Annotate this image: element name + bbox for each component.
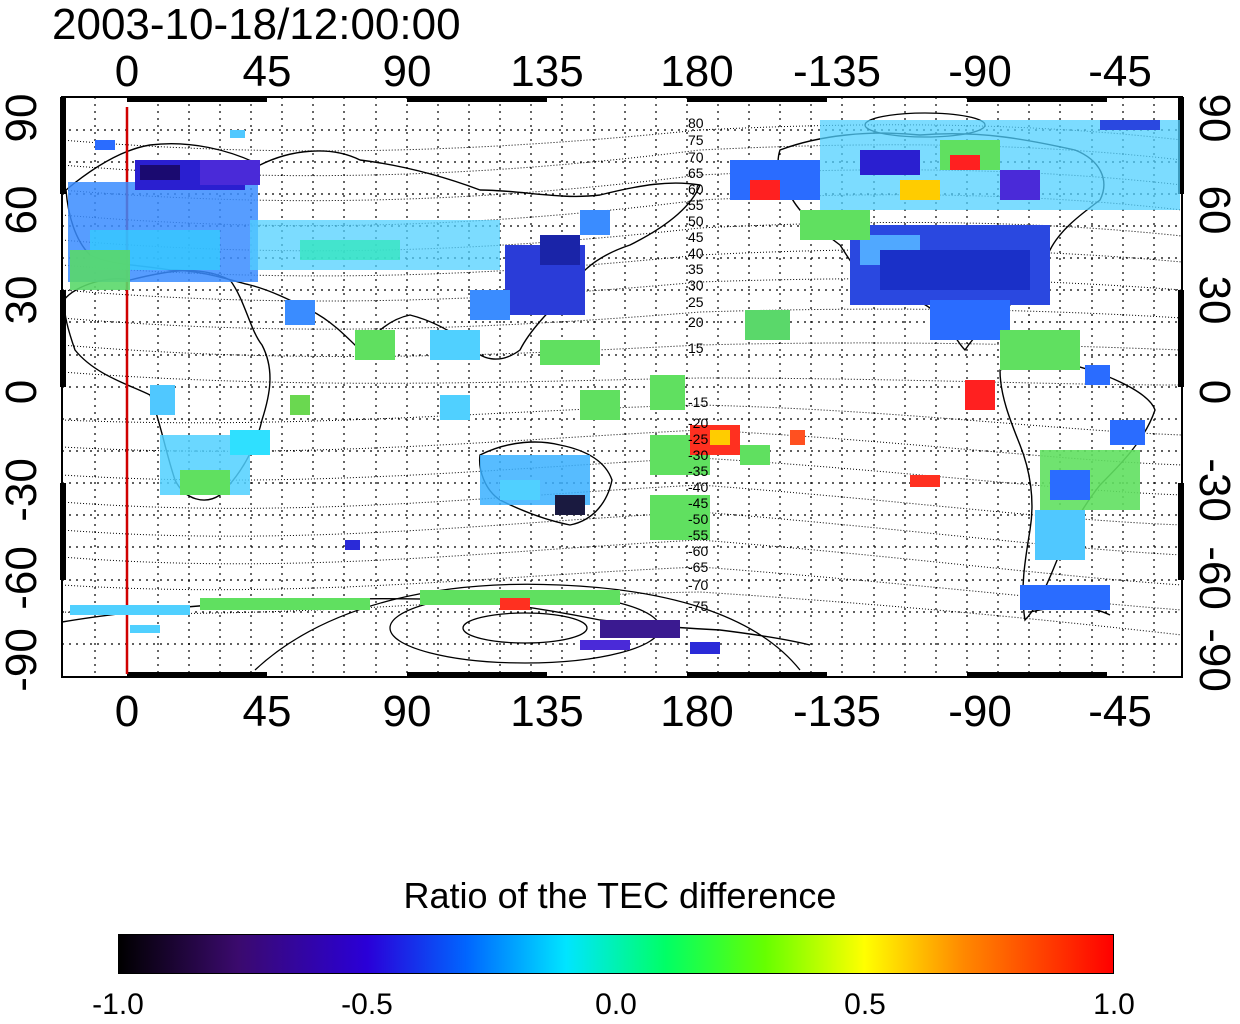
lat-tick-left: -90 [0, 628, 46, 692]
axis-bar-bottom [127, 672, 1107, 678]
contour-label: -60 [688, 543, 708, 559]
contour-label: 15 [688, 340, 704, 356]
lon-tick-top: -135 [792, 47, 882, 96]
contour-label: -50 [688, 511, 708, 527]
contour-label: -15 [688, 394, 708, 410]
contour-label: 60 [688, 181, 704, 197]
timestamp-title: 2003-10-18/12:00:00 [52, 0, 461, 49]
tec-patch-pacific [650, 425, 805, 540]
lat-tick-left: 30 [0, 275, 46, 325]
contour-label: 55 [688, 197, 704, 213]
axis-bar-top [127, 96, 1107, 102]
contour-label: 35 [688, 261, 704, 277]
tec-patch-asia [250, 210, 610, 320]
lat-tick-right: -60 [1190, 546, 1239, 610]
lon-tick-top: -45 [1088, 47, 1152, 96]
lon-tick-top: 90 [382, 47, 432, 96]
lat-tick-left: 90 [0, 93, 46, 143]
colorbar-tick-label: 1.0 [1093, 988, 1135, 1021]
contour-label: 25 [688, 294, 704, 310]
lon-tick-top: 180 [660, 47, 734, 96]
lon-tick-bottom: 135 [510, 687, 584, 736]
tec-patch-north-america [730, 160, 1050, 340]
contour-label: -25 [688, 431, 708, 447]
lat-tick-left: 0 [0, 379, 46, 405]
tec-patch-americas-south [910, 330, 1145, 610]
lat-tick-left: -30 [0, 458, 46, 522]
colorbar-tick-label: -0.5 [341, 988, 393, 1021]
colorbar-tick-label: 0.5 [844, 988, 886, 1021]
contour-label: 30 [688, 277, 704, 293]
contour-label: -30 [688, 447, 708, 463]
lat-tick-right: -30 [1190, 458, 1239, 522]
lat-tick-right: 90 [1190, 93, 1239, 143]
contour-label: -20 [688, 415, 708, 431]
axis-bar-left [60, 97, 66, 580]
lon-tick-top: 135 [510, 47, 584, 96]
tec-data-patches [68, 120, 1180, 654]
lon-tick-bottom: -45 [1088, 687, 1152, 736]
contour-label: -75 [688, 598, 708, 614]
contour-label: 70 [688, 149, 704, 165]
contour-labels: 80 75 70 65 60 55 50 45 40 35 30 25 20 1… [688, 115, 708, 614]
colorbar [118, 934, 1114, 974]
contour-label: 65 [688, 165, 704, 181]
contour-label: 50 [688, 213, 704, 229]
lon-tick-top: 0 [114, 47, 140, 96]
contour-label: 40 [688, 245, 704, 261]
contour-label: -45 [688, 495, 708, 511]
colorbar-title: Ratio of the TEC difference [403, 875, 837, 916]
tec-patch-africa [160, 430, 270, 495]
colorbar-tick-label: 0.0 [595, 988, 637, 1021]
lon-tick-bottom: 45 [242, 687, 292, 736]
lat-tick-left: 60 [0, 185, 46, 235]
contour-label: -70 [688, 577, 708, 593]
lat-tick-right: -90 [1190, 628, 1239, 692]
tec-patch-australia [480, 455, 590, 515]
tec-patch-europe [68, 130, 260, 290]
lon-tick-bottom: 90 [382, 687, 432, 736]
lat-tick-right: 60 [1190, 185, 1239, 235]
axis-bar-right [1178, 97, 1184, 580]
tec-patch-arctic [750, 120, 1180, 210]
contour-label: -40 [688, 479, 708, 495]
lat-tick-right: 0 [1190, 379, 1239, 405]
tec-patch-scattered [150, 300, 790, 550]
lat-tick-right: 30 [1190, 275, 1239, 325]
lon-tick-bottom: -90 [948, 687, 1012, 736]
contour-label: -65 [688, 559, 708, 575]
tec-patch-antarctic [70, 590, 720, 654]
lon-tick-bottom: 0 [114, 687, 140, 736]
contour-label: 20 [688, 314, 704, 330]
contour-label: 45 [688, 229, 704, 245]
lon-tick-top: 45 [242, 47, 292, 96]
contour-label: -35 [688, 463, 708, 479]
lat-tick-left: -60 [0, 546, 46, 610]
lon-tick-bottom: -135 [792, 687, 882, 736]
contour-label: 80 [688, 115, 704, 131]
lon-tick-bottom: 180 [660, 687, 734, 736]
contour-label: -55 [688, 527, 708, 543]
contour-label: 75 [688, 132, 704, 148]
lon-tick-top: -90 [948, 47, 1012, 96]
colorbar-tick-label: -1.0 [92, 988, 144, 1021]
